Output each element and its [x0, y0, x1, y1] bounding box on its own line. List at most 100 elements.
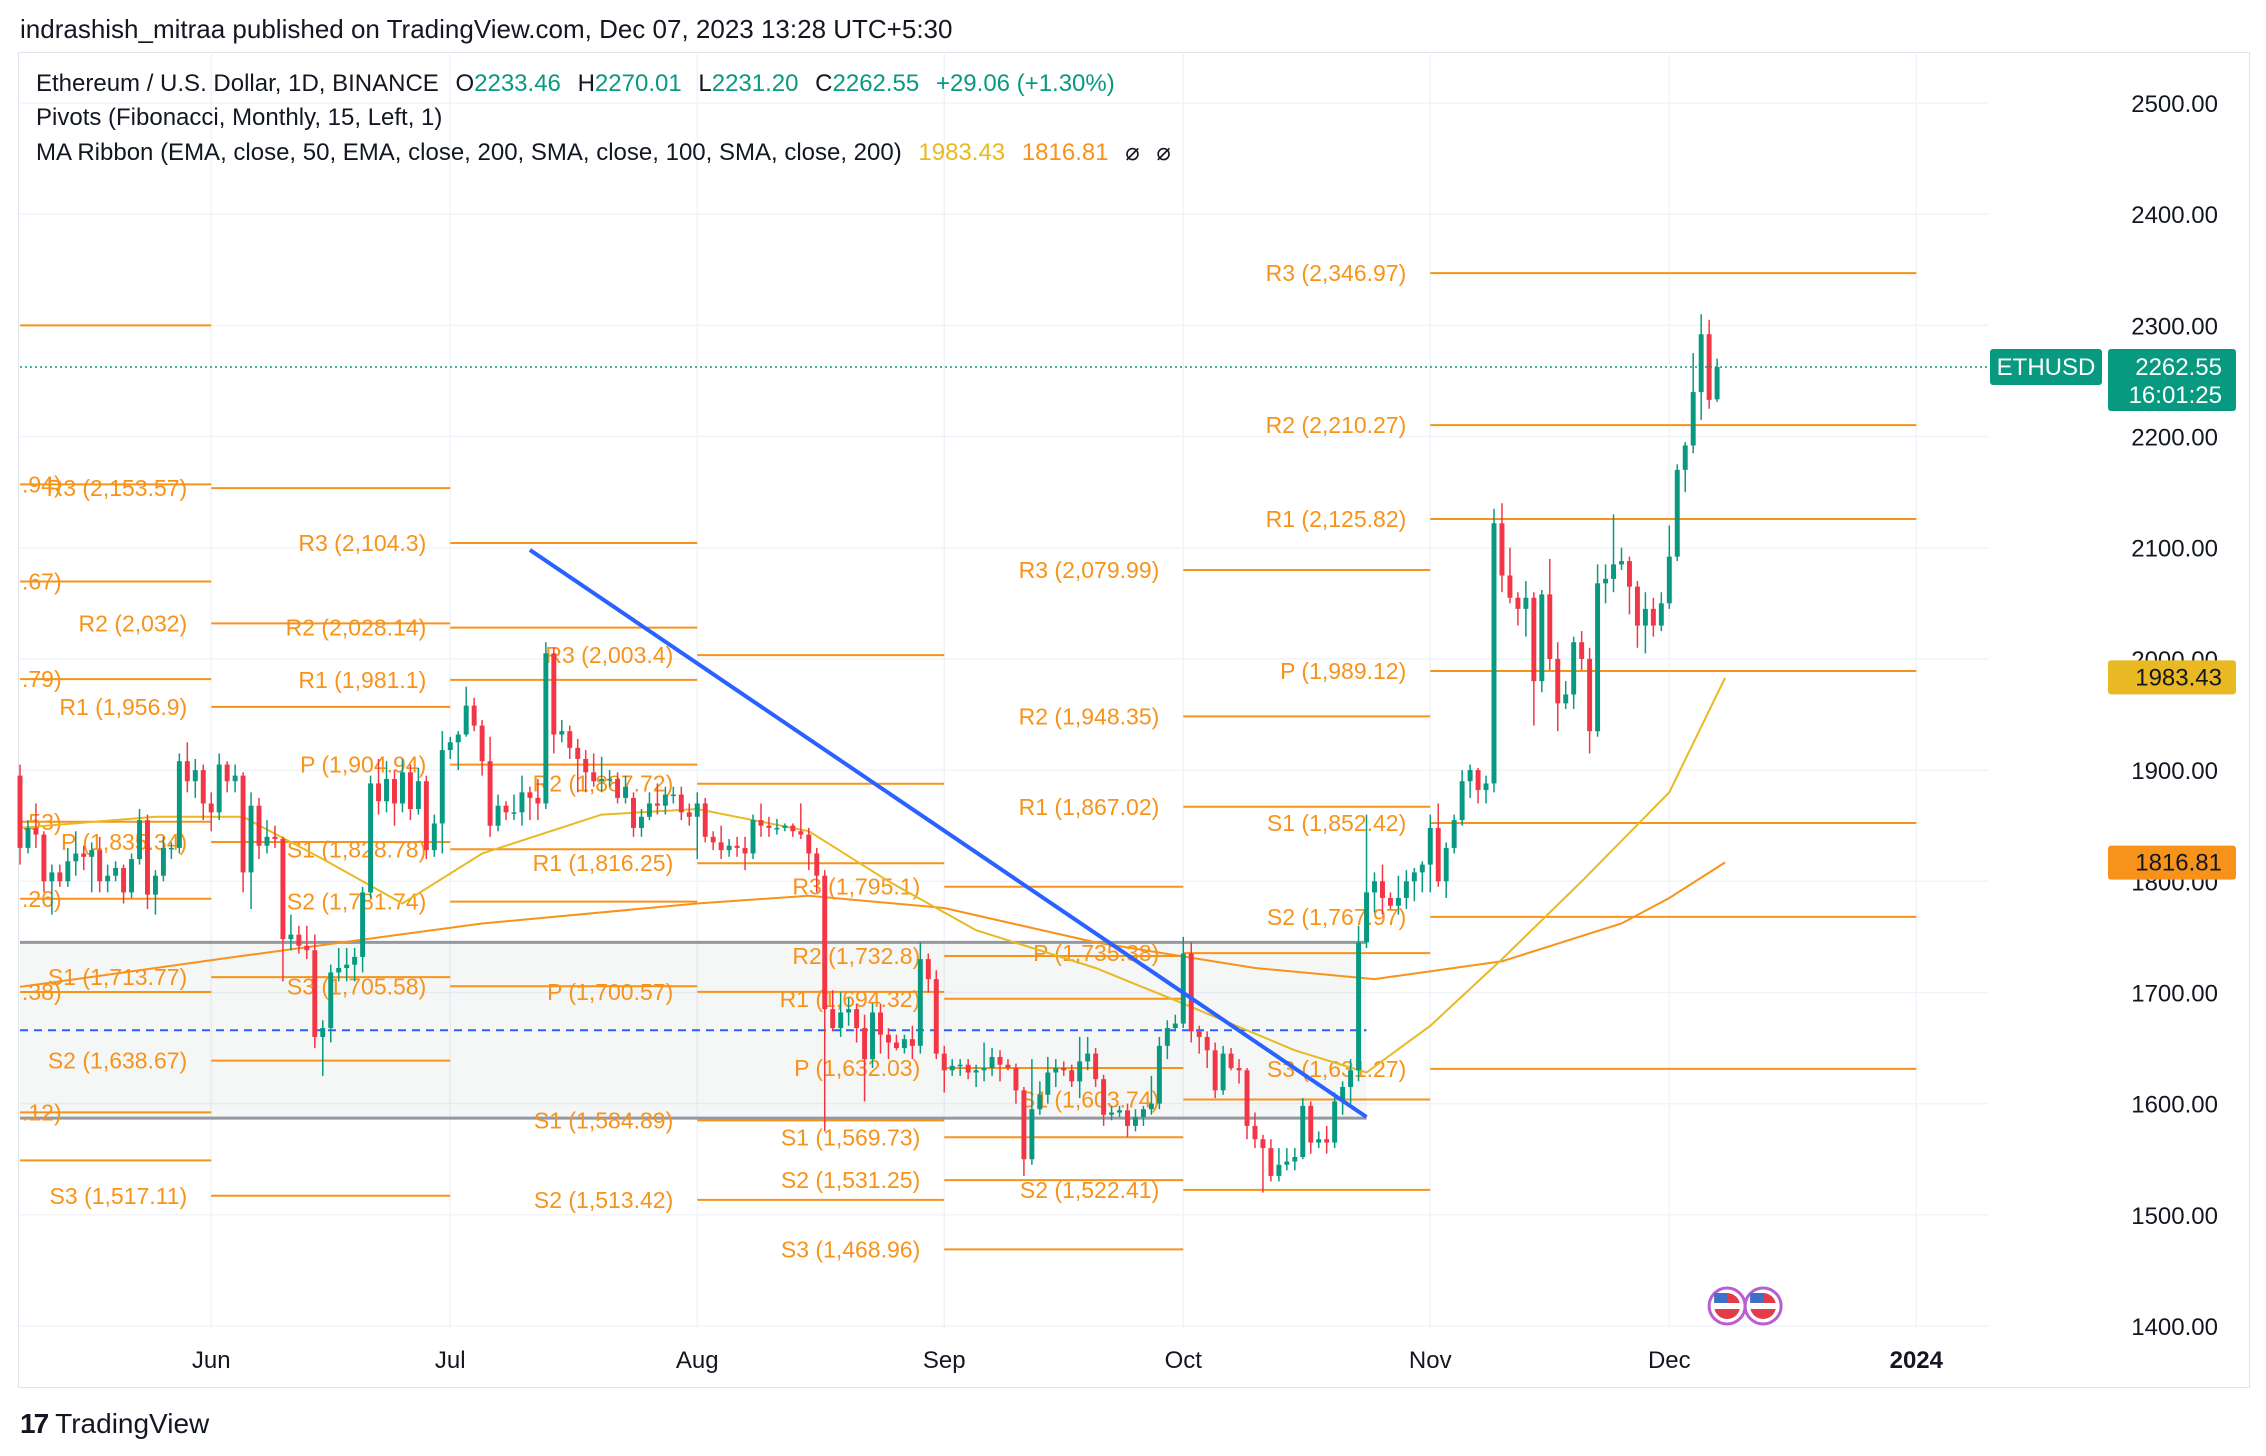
- legend-high-label: H: [577, 70, 595, 97]
- candle: [615, 772, 621, 804]
- candle-body: [1300, 1105, 1306, 1158]
- candle: [1435, 803, 1441, 887]
- candle-body: [487, 761, 493, 826]
- candle-body: [814, 853, 820, 876]
- candle: [742, 836, 748, 871]
- candle: [1204, 1031, 1210, 1069]
- candle-body: [1356, 942, 1362, 1071]
- legend-change: +29.06 (+1.30%): [935, 70, 1115, 97]
- candle-body: [1284, 1161, 1290, 1165]
- legend-pivots[interactable]: Pivots (Fibonacci, Monthly, 15, Left, 1): [36, 104, 443, 131]
- candle-body: [1140, 1109, 1146, 1117]
- legend-pivots-row[interactable]: Pivots (Fibonacci, Monthly, 15, Left, 1): [36, 104, 452, 132]
- pivot-label: S3 (1,517.11): [50, 1183, 188, 1209]
- candle: [216, 753, 222, 821]
- candle: [909, 1025, 915, 1060]
- candle-body: [1547, 594, 1553, 659]
- candle: [1451, 814, 1457, 854]
- candle-body: [854, 1009, 860, 1029]
- symbol-tag-bg: [1990, 349, 2102, 386]
- price-tick-label: 2400.00: [2131, 202, 2218, 229]
- candle: [1021, 1086, 1027, 1176]
- candle: [726, 839, 732, 857]
- candle-body: [1228, 1053, 1234, 1069]
- candle: [1642, 592, 1648, 654]
- candle: [1252, 1112, 1258, 1149]
- candle-body: [623, 786, 629, 798]
- candle: [686, 803, 692, 826]
- candle-body: [981, 1068, 987, 1071]
- candle: [487, 736, 493, 837]
- legend-close-label: C: [815, 70, 833, 97]
- legend-symbol[interactable]: Ethereum / U.S. Dollar, 1D, BINANCE: [36, 70, 439, 97]
- candle-body: [742, 847, 748, 854]
- candle: [41, 831, 47, 893]
- candle-body: [479, 725, 485, 762]
- pivot-label: R3 (2,003.4): [545, 642, 673, 668]
- candle-body: [41, 834, 47, 882]
- candle-body: [838, 1012, 844, 1029]
- tradingview-footer[interactable]: 17 TradingView: [20, 1408, 209, 1440]
- candle-body: [670, 794, 676, 797]
- candle: [113, 861, 119, 882]
- candle: [654, 783, 660, 815]
- candle: [264, 820, 270, 854]
- pivot-label: S3 (1,468.96): [781, 1236, 920, 1262]
- candle: [399, 758, 405, 813]
- candle-body: [885, 1034, 891, 1043]
- candle-body: [1196, 1031, 1202, 1037]
- legend-ma-ribbon[interactable]: MA Ribbon (EMA, close, 50, EMA, close, 2…: [36, 139, 902, 166]
- candle: [631, 792, 636, 837]
- candle-body: [1619, 561, 1624, 565]
- candle: [1300, 1098, 1306, 1160]
- candle: [1595, 564, 1601, 737]
- time-axis: Jun Jul Aug Sep Oct Nov Dec 2024: [192, 1347, 1944, 1374]
- price-tick-label: 2100.00: [2131, 536, 2218, 563]
- candle: [336, 947, 342, 982]
- time-tick-label: Oct: [1165, 1347, 1203, 1374]
- legend-ma-row[interactable]: MA Ribbon (EMA, close, 50, EMA, close, 2…: [36, 138, 1181, 167]
- candle-body: [1013, 1068, 1019, 1091]
- candle-body: [766, 825, 772, 828]
- candle: [463, 686, 469, 737]
- time-tick-label: Dec: [1648, 1347, 1691, 1374]
- candle: [1531, 592, 1537, 726]
- candle: [1523, 581, 1529, 637]
- candle-body: [1666, 556, 1672, 604]
- candle: [1164, 1020, 1170, 1060]
- candle: [1356, 925, 1362, 1082]
- candle-body: [607, 778, 613, 781]
- chart-frame[interactable]: [18, 52, 2250, 1388]
- candle-body: [870, 1012, 876, 1060]
- candle-body: [1117, 1110, 1123, 1113]
- candle: [766, 816, 772, 837]
- candle-body: [232, 775, 238, 782]
- symbol-tag-label: ETHUSD: [1997, 354, 2096, 381]
- candle: [1547, 558, 1553, 671]
- candle: [1069, 1064, 1075, 1087]
- candle: [1117, 1105, 1123, 1117]
- pivot-label: S2 (1,513.42): [534, 1187, 673, 1213]
- candle: [854, 1003, 860, 1043]
- candle-body: [543, 653, 549, 804]
- candle: [1619, 547, 1624, 570]
- candle: [368, 775, 374, 898]
- candle-body: [1340, 1086, 1346, 1102]
- candle-body: [224, 764, 230, 782]
- tradingview-brand: TradingView: [55, 1408, 210, 1439]
- candle: [639, 809, 644, 837]
- candle: [296, 925, 302, 954]
- candle-body: [137, 820, 142, 860]
- candle-body: [503, 805, 509, 813]
- pivot-label: R1 (1,867.02): [1019, 794, 1160, 820]
- candle-body: [1093, 1053, 1099, 1080]
- candle-body: [439, 750, 445, 824]
- candle-body: [965, 1064, 971, 1073]
- candle: [806, 827, 812, 871]
- pivot-label: P (1,632.03): [794, 1055, 920, 1081]
- pivot-label: P (1,835.34): [61, 829, 187, 855]
- candle: [1403, 870, 1409, 910]
- candle: [878, 1003, 883, 1054]
- candle: [1045, 1056, 1051, 1104]
